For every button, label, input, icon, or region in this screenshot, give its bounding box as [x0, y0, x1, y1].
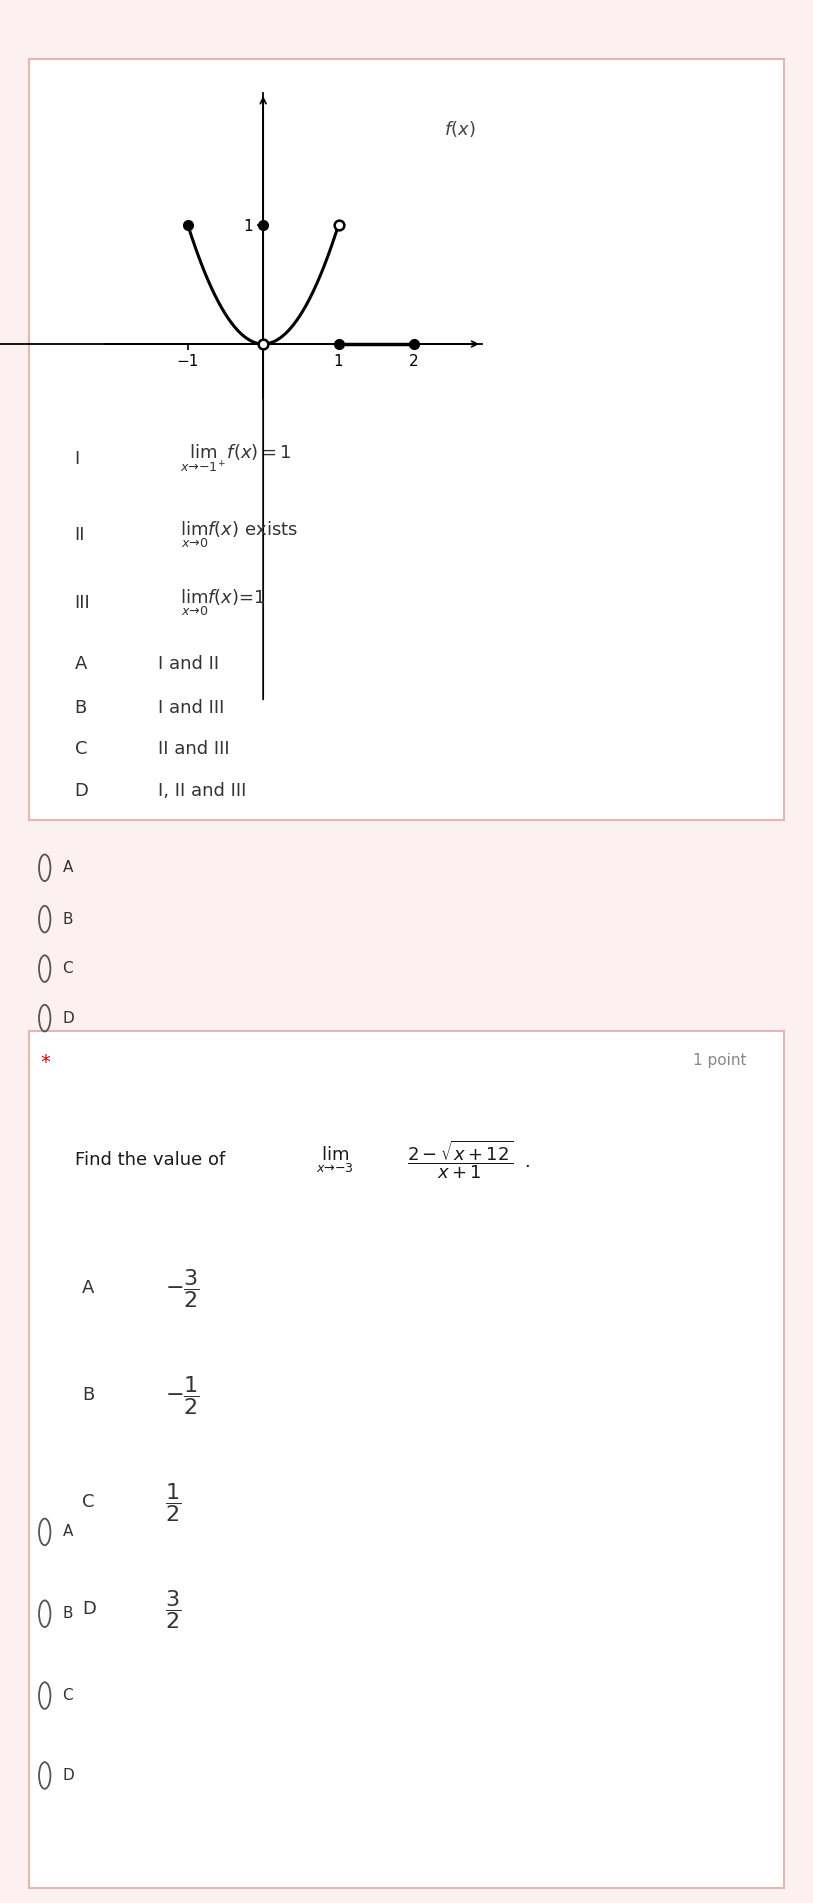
Text: II and III: II and III	[158, 740, 229, 759]
Text: $\dfrac{3}{2}$: $\dfrac{3}{2}$	[165, 1587, 181, 1631]
Text: $\lim_{x \to 0} f(x)$ exists: $\lim_{x \to 0} f(x)$ exists	[180, 520, 298, 550]
Text: $f(x)$: $f(x)$	[444, 120, 476, 139]
Text: $\lim_{x \to 0} f(x)=1$: $\lim_{x \to 0} f(x)=1$	[180, 588, 266, 618]
Text: *: *	[41, 1052, 50, 1071]
Text: $\lim_{x \to -1^+} f(x)=1$: $\lim_{x \to -1^+} f(x)=1$	[180, 443, 292, 474]
Text: D: D	[63, 1768, 74, 1783]
Text: $\dfrac{1}{2}$: $\dfrac{1}{2}$	[165, 1481, 181, 1524]
Text: B: B	[63, 1606, 73, 1621]
Text: $-\dfrac{1}{2}$: $-\dfrac{1}{2}$	[165, 1374, 200, 1418]
Text: A: A	[63, 1524, 73, 1540]
Text: II: II	[75, 525, 85, 544]
Text: I: I	[75, 449, 80, 468]
Text: C: C	[63, 961, 73, 976]
Text: A: A	[82, 1279, 94, 1298]
Text: C: C	[75, 740, 87, 759]
Text: B: B	[63, 912, 73, 927]
Text: A: A	[63, 860, 73, 875]
Text: 1 point: 1 point	[693, 1052, 746, 1068]
Text: III: III	[75, 594, 90, 613]
Text: $\dfrac{2-\sqrt{x+12}}{x+1}$  $.$: $\dfrac{2-\sqrt{x+12}}{x+1}$ $.$	[406, 1138, 530, 1182]
Text: D: D	[75, 782, 89, 801]
Text: B: B	[75, 698, 87, 717]
Text: B: B	[82, 1387, 94, 1404]
Text: D: D	[63, 1010, 74, 1026]
Text: C: C	[63, 1688, 73, 1703]
Text: I and III: I and III	[158, 698, 224, 717]
Text: I and II: I and II	[158, 655, 219, 674]
Text: $\lim_{x \to -3}$: $\lim_{x \to -3}$	[316, 1144, 354, 1176]
Text: Find the value of: Find the value of	[75, 1151, 224, 1168]
Text: I, II and III: I, II and III	[158, 782, 246, 801]
Text: D: D	[82, 1600, 96, 1618]
Text: C: C	[82, 1494, 94, 1511]
Text: $-\dfrac{3}{2}$: $-\dfrac{3}{2}$	[165, 1267, 200, 1309]
Text: A: A	[75, 655, 87, 674]
